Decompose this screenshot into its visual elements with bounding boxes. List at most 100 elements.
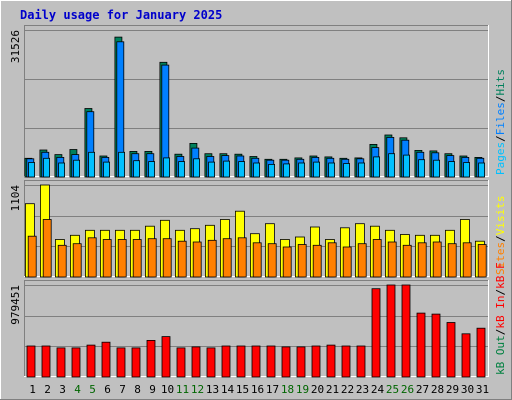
bar-pages-day-20 — [313, 161, 321, 178]
x-tick-label: 24 — [371, 383, 385, 396]
bar-pages-day-8 — [133, 160, 141, 178]
legend-entry: Hits — [494, 69, 507, 96]
legend-entry: Sites — [494, 242, 507, 275]
bar-pages-day-6 — [103, 161, 110, 178]
bar-kb-f-day-undefined — [266, 345, 276, 378]
legend-entry: kB F — [494, 262, 507, 289]
bar-sites-day-undefined — [402, 244, 412, 278]
chart-panels: 31526Pages/Files/Hits1104Sites/Visits979… — [9, 25, 507, 378]
x-tick-label: 9 — [149, 383, 156, 396]
x-tick-label: 31 — [476, 383, 489, 396]
bar-pages-day-25 — [388, 153, 396, 178]
x-tick-label: 8 — [134, 383, 141, 396]
bar-pages-day-22 — [343, 163, 351, 178]
bar-pages-day-3 — [58, 162, 65, 178]
bar-kb-f-day-undefined — [401, 284, 411, 378]
bar-kb-f-day-undefined — [56, 347, 66, 378]
bar-sites-day-undefined — [162, 238, 172, 278]
panel-3-legend: kB Out/kB In/kB F — [494, 262, 507, 375]
bar-sites-day-undefined — [342, 246, 352, 278]
x-tick-label: 19 — [296, 383, 309, 396]
bar-sites-day-undefined — [102, 239, 112, 278]
bar-pages-day-16 — [253, 162, 261, 178]
panel-1-legend: Pages/Files/Hits — [494, 69, 507, 175]
bar-pages-day-28 — [433, 159, 441, 178]
bar-kb-f-day-undefined — [281, 346, 291, 378]
bar-pages-day-31 — [478, 162, 486, 178]
bar-kb-f-day-undefined — [296, 346, 306, 378]
bar-kb-f-day-undefined — [416, 312, 426, 378]
bar-kb-f-day-undefined — [101, 341, 111, 378]
legend-entry: kB In — [494, 296, 507, 329]
bar-sites-day-undefined — [327, 242, 337, 278]
panel-1-area — [24, 25, 489, 177]
bar-pages-day-17 — [268, 163, 276, 178]
bar-kb-f-day-undefined — [206, 347, 216, 378]
bar-sites-day-undefined — [267, 243, 277, 278]
bar-kb-f-day-undefined — [86, 344, 96, 378]
bar-kb-f-day-undefined — [386, 284, 396, 378]
bar-kb-f-day-undefined — [476, 327, 486, 378]
x-tick-label: 7 — [119, 383, 126, 396]
x-tick-label: 17 — [266, 383, 279, 396]
bar-sites-day-undefined — [477, 244, 487, 278]
x-tick-label: 5 — [89, 383, 96, 396]
x-tick-label: 6 — [104, 383, 111, 396]
bar-sites-day-undefined — [312, 244, 322, 278]
x-tick-label: 23 — [356, 383, 369, 396]
bar-sites-day-undefined — [447, 243, 457, 278]
bar-sites-day-undefined — [147, 238, 157, 278]
bar-pages-day-2 — [43, 157, 50, 178]
bar-kb-f-day-undefined — [461, 333, 471, 378]
x-tick-label: 21 — [326, 383, 339, 396]
bar-kb-f-day-undefined — [146, 339, 156, 378]
bar-sites-day-undefined — [252, 242, 262, 278]
chart-title: Daily usage for January 2025 — [20, 8, 222, 22]
x-tick-label: 12 — [191, 383, 204, 396]
panel-1-ymax-label: 31526 — [9, 30, 22, 63]
bar-kb-f-day-undefined — [251, 345, 261, 378]
x-tick-label: 10 — [161, 383, 174, 396]
x-tick-label: 26 — [401, 383, 414, 396]
bar-sites-day-undefined — [222, 238, 232, 278]
bar-kb-f-day-undefined — [341, 345, 351, 378]
bar-sites-day-undefined — [57, 244, 67, 278]
bar-pages-day-1 — [28, 162, 36, 178]
panel-1: 31526 Pages/Files/Hits — [9, 25, 507, 178]
bar-kb-f-day-undefined — [356, 345, 366, 378]
bar-kb-f-day-undefined — [326, 344, 336, 378]
bar-pages-day-21 — [328, 162, 336, 178]
x-tick-label: 2 — [44, 383, 51, 396]
bar-sites-day-undefined — [462, 242, 472, 278]
x-tick-label: 27 — [416, 383, 429, 396]
legend-entry: / — [494, 289, 507, 296]
bar-kb-f-day-undefined — [191, 346, 201, 378]
x-tick-label: 3 — [59, 383, 66, 396]
x-tick-label: 18 — [281, 383, 294, 396]
bar-pages-day-18 — [283, 163, 291, 178]
panel-2: 1104 Sites/Visits — [9, 180, 507, 278]
legend-entry: / — [494, 235, 507, 242]
bar-sites-day-undefined — [27, 235, 37, 278]
bar-sites-day-undefined — [432, 241, 442, 278]
bar-pages-day-12 — [193, 158, 201, 178]
bar-pages-day-26 — [403, 154, 411, 178]
bar-sites-day-undefined — [297, 244, 307, 278]
legend-entry: / — [494, 96, 507, 103]
x-tick-label: 15 — [236, 383, 249, 396]
bar-kb-f-day-undefined — [71, 347, 81, 378]
x-tick-label: 22 — [341, 383, 354, 396]
bar-kb-f-day-undefined — [236, 345, 246, 378]
x-tick-label: 20 — [311, 383, 324, 396]
legend-entry: Files — [494, 102, 507, 135]
bar-pages-day-5 — [88, 151, 95, 178]
panel-2-ymax-label: 1104 — [9, 185, 22, 212]
bar-sites-day-undefined — [417, 242, 427, 278]
bar-kb-f-day-undefined — [26, 345, 36, 378]
bar-sites-day-undefined — [42, 219, 52, 278]
x-tick-label: 1 — [29, 383, 36, 396]
legend-entry: kB Out — [494, 335, 507, 375]
bar-pages-day-19 — [298, 162, 306, 178]
bar-sites-day-undefined — [282, 246, 292, 278]
